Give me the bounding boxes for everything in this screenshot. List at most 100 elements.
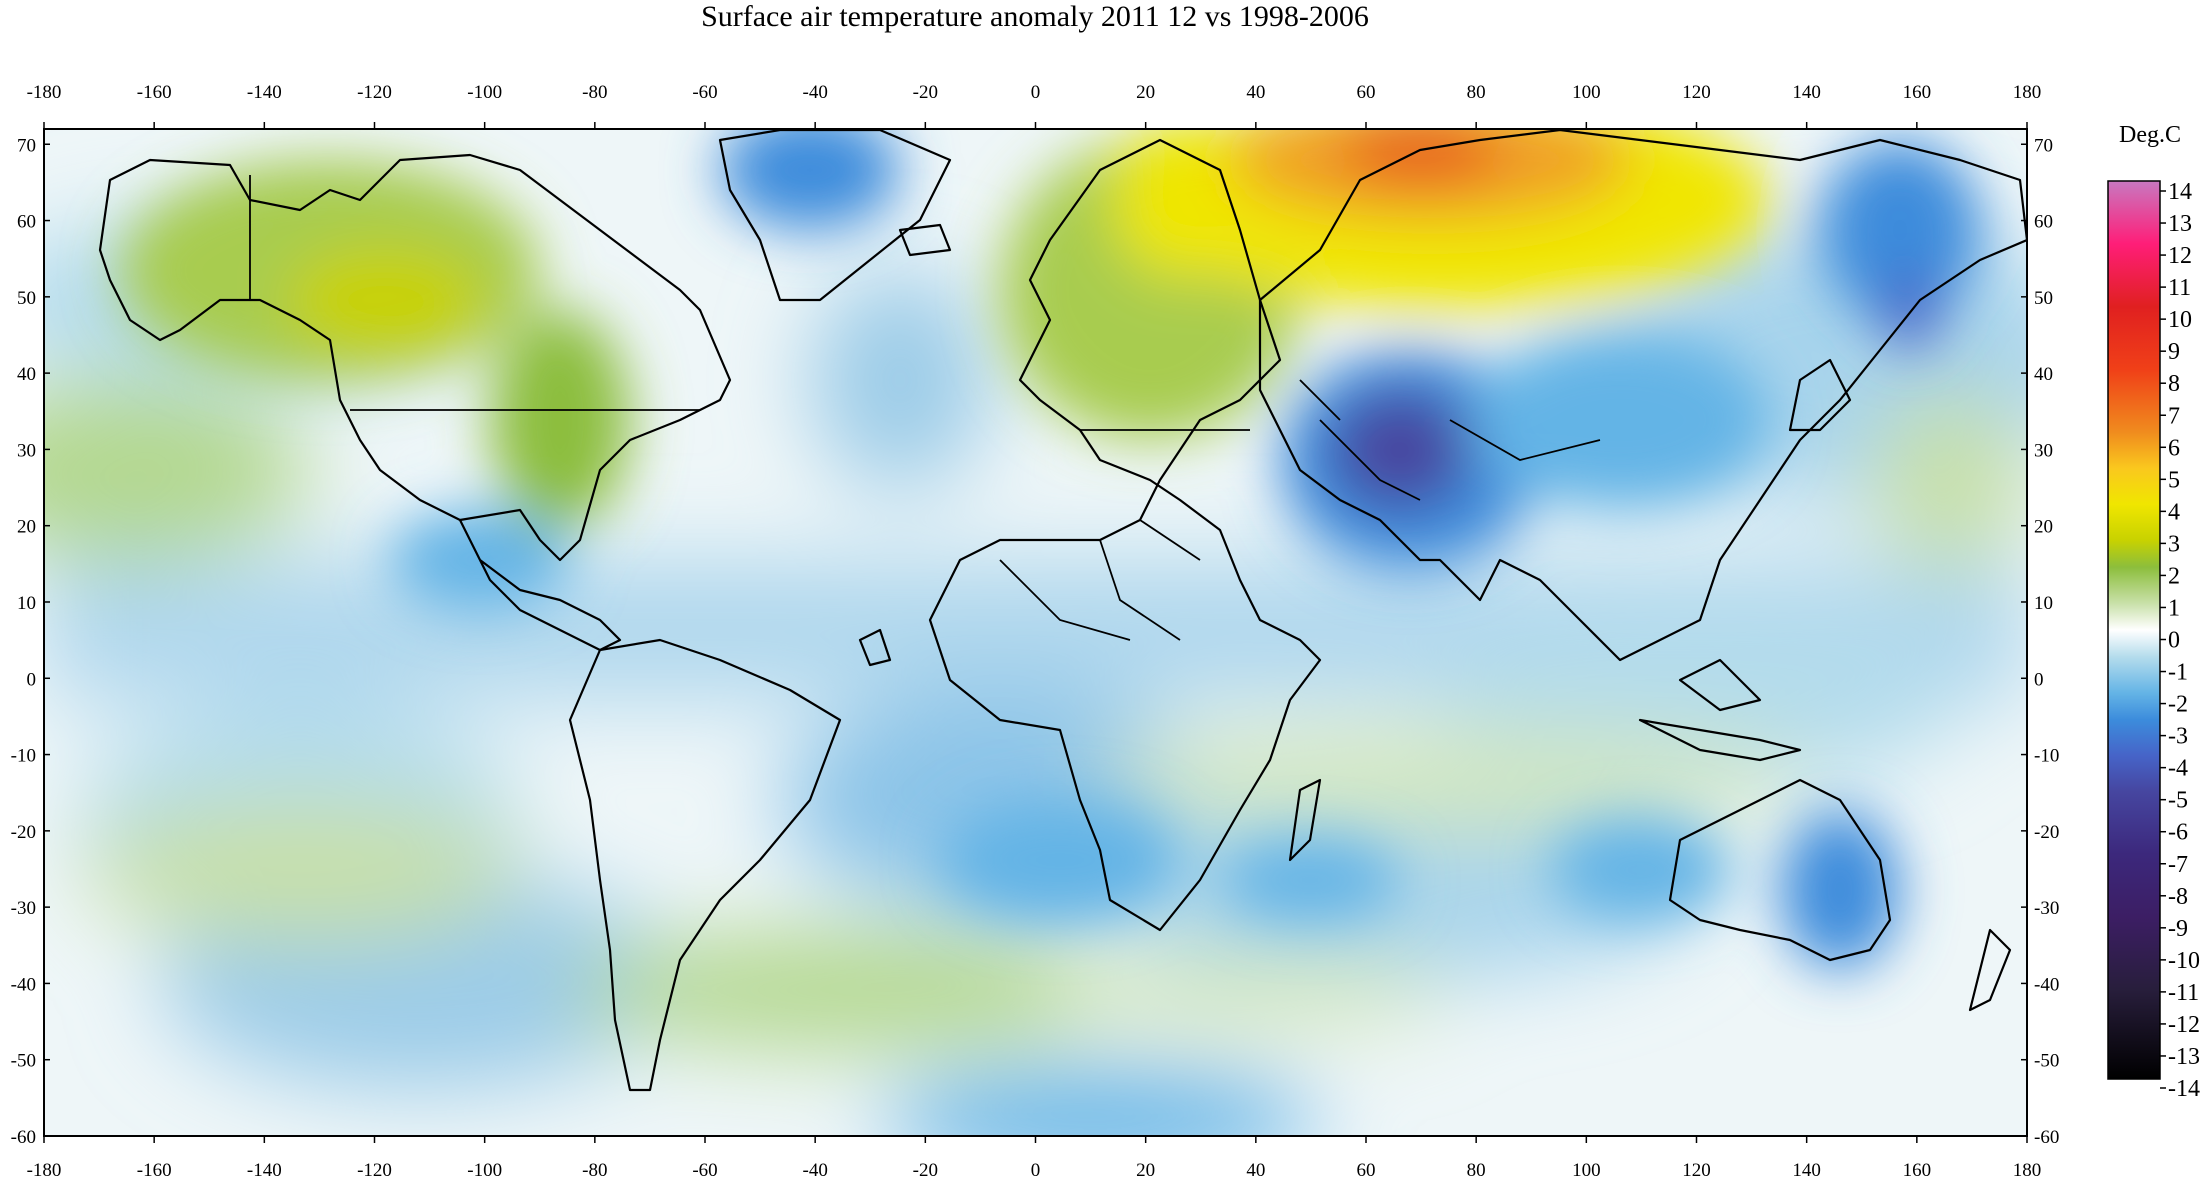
lon-tick-label-bottom: 60: [1357, 1160, 1376, 1181]
lon-tick-label-bottom: 120: [1682, 1160, 1711, 1181]
lat-tick-label-left: -30: [11, 898, 36, 919]
colorbar-tick-label: 2: [2168, 563, 2180, 589]
lat-tick-label-left: -10: [11, 746, 36, 767]
lat-tick-label-left: 0: [27, 669, 37, 690]
lon-tick-label-bottom: -80: [582, 1160, 607, 1181]
lat-tick-label-right: -40: [2034, 974, 2059, 995]
lon-tick-label-top: -160: [137, 82, 172, 103]
lon-tick-label-top: -60: [692, 82, 717, 103]
lat-tick-label-left: 40: [17, 364, 36, 385]
lon-tick-label-bottom: 100: [1572, 1160, 1601, 1181]
colorbar-tick-labels: 14131211109876543210-1-2-3-4-5-6-7-8-9-1…: [2160, 179, 2200, 1102]
lat-tick-label-left: 30: [17, 440, 36, 461]
lon-tick-label-top: -40: [803, 82, 828, 103]
lat-tick-label-left: -40: [11, 974, 36, 995]
colorbar-tick-label: 4: [2168, 499, 2180, 525]
colorbar-tick-label: 10: [2168, 307, 2192, 333]
colorbar-tick-label: 14: [2168, 179, 2192, 205]
lon-tick-label-top: -80: [582, 82, 607, 103]
colorbar-tick-label: -3: [2168, 724, 2188, 750]
lon-tick-label-bottom: -180: [27, 1160, 62, 1181]
colorbar-tick-label: 8: [2168, 371, 2180, 397]
lat-tick-label-right: -20: [2034, 822, 2059, 843]
lon-tick-label-top: 20: [1136, 82, 1155, 103]
lat-axis-right: 70 60 50 40 30 20 10 0 -10 -20 -30 -40 -50 -60: [2021, 135, 2059, 1148]
lat-tick-label-right: 40: [2034, 364, 2053, 385]
lat-tick-label-left: 60: [17, 212, 36, 233]
lon-tick-label-top: 140: [1792, 82, 1821, 103]
lat-tick-label-right: 10: [2034, 593, 2053, 614]
colorbar-tick-label: 3: [2168, 531, 2180, 557]
lon-tick-label-bottom: 180: [2013, 1160, 2042, 1181]
colorbar-tick-label: 5: [2168, 467, 2180, 493]
lat-tick-label-left: 70: [17, 135, 36, 156]
colorbar-tick-label: -2: [2168, 692, 2188, 718]
lat-tick-label-right: 0: [2034, 669, 2044, 690]
lon-axis-bottom: -180 -160 -140 -120 -100 -80 -60 -40 -20 0 20 40 60 8…: [27, 1136, 2042, 1181]
lon-tick-label-bottom: 80: [1467, 1160, 1486, 1181]
lon-tick-label-top: 80: [1467, 82, 1486, 103]
lon-tick-label-bottom: -120: [357, 1160, 392, 1181]
lon-tick-label-top: -20: [913, 82, 938, 103]
lon-tick-label-top: 0: [1031, 82, 1041, 103]
lon-tick-label-bottom: -20: [913, 1160, 938, 1181]
lat-tick-label-left: 50: [17, 288, 36, 309]
lon-tick-label-top: -180: [27, 82, 62, 103]
colorbar-tick-label: -7: [2168, 852, 2188, 878]
lat-tick-label-right: -50: [2034, 1051, 2059, 1072]
map-title: Surface air temperature anomaly 2011 12 …: [701, 0, 1369, 33]
lat-tick-label-right: 50: [2034, 288, 2053, 309]
lon-tick-label-bottom: -40: [803, 1160, 828, 1181]
lon-tick-label-bottom: -140: [247, 1160, 282, 1181]
colorbar-label: Deg.C: [2119, 122, 2181, 148]
colorbar-tick-label: -1: [2168, 660, 2188, 686]
lon-tick-label-bottom: 140: [1792, 1160, 1821, 1181]
lon-tick-label-bottom: -100: [467, 1160, 502, 1181]
lon-tick-label-top: -120: [357, 82, 392, 103]
lon-tick-label-bottom: 160: [1903, 1160, 1932, 1181]
lat-tick-label-left: 10: [17, 593, 36, 614]
lon-tick-label-top: -100: [467, 82, 502, 103]
colorbar: [2107, 180, 2161, 1080]
lat-tick-label-right: 20: [2034, 517, 2053, 538]
lat-tick-label-right: 30: [2034, 440, 2053, 461]
colorbar-tick-label: 1: [2168, 595, 2180, 621]
colorbar-tick-label: -11: [2168, 980, 2199, 1006]
lon-tick-label-bottom: 20: [1136, 1160, 1155, 1181]
colorbar-tick-label: 6: [2168, 435, 2180, 461]
lat-tick-label-left: -60: [11, 1127, 36, 1148]
colorbar-tick-label: 13: [2168, 211, 2192, 237]
colorbar-tick-label: -14: [2168, 1076, 2200, 1102]
colorbar-tick-label: -5: [2168, 788, 2188, 814]
colorbar-tick-label: 12: [2168, 243, 2192, 269]
lon-tick-label-bottom: 40: [1246, 1160, 1265, 1181]
lat-tick-label-left: 20: [17, 517, 36, 538]
colorbar-tick-label: 9: [2168, 339, 2180, 365]
lat-tick-label-left: -50: [11, 1051, 36, 1072]
lat-tick-label-right: 70: [2034, 135, 2053, 156]
colorbar-tick-label: -4: [2168, 756, 2188, 782]
colorbar-tick-label: -12: [2168, 1012, 2200, 1038]
lon-tick-label-bottom: -160: [137, 1160, 172, 1181]
colorbar-tick-label: 7: [2168, 403, 2180, 429]
lon-tick-label-top: 100: [1572, 82, 1601, 103]
lat-tick-label-left: -20: [11, 822, 36, 843]
lon-tick-label-top: 120: [1682, 82, 1711, 103]
colorbar-tick-label: -9: [2168, 916, 2188, 942]
lon-tick-label-top: 180: [2013, 82, 2042, 103]
anomaly-field: [44, 129, 2027, 1136]
lat-tick-label-right: -30: [2034, 898, 2059, 919]
lon-tick-label-bottom: -60: [692, 1160, 717, 1181]
lat-tick-label-right: -10: [2034, 746, 2059, 767]
lon-tick-label-top: 60: [1357, 82, 1376, 103]
lon-tick-label-top: 160: [1903, 82, 1932, 103]
lon-tick-label-bottom: 0: [1031, 1160, 1041, 1181]
borders: [249, 175, 1601, 641]
colorbar-tick-label: -6: [2168, 820, 2188, 846]
colorbar-tick-label: -10: [2168, 948, 2200, 974]
lon-tick-label-top: -140: [247, 82, 282, 103]
coastlines: [98, 129, 2027, 1092]
lat-tick-label-right: 60: [2034, 212, 2053, 233]
lon-tick-label-top: 40: [1246, 82, 1265, 103]
